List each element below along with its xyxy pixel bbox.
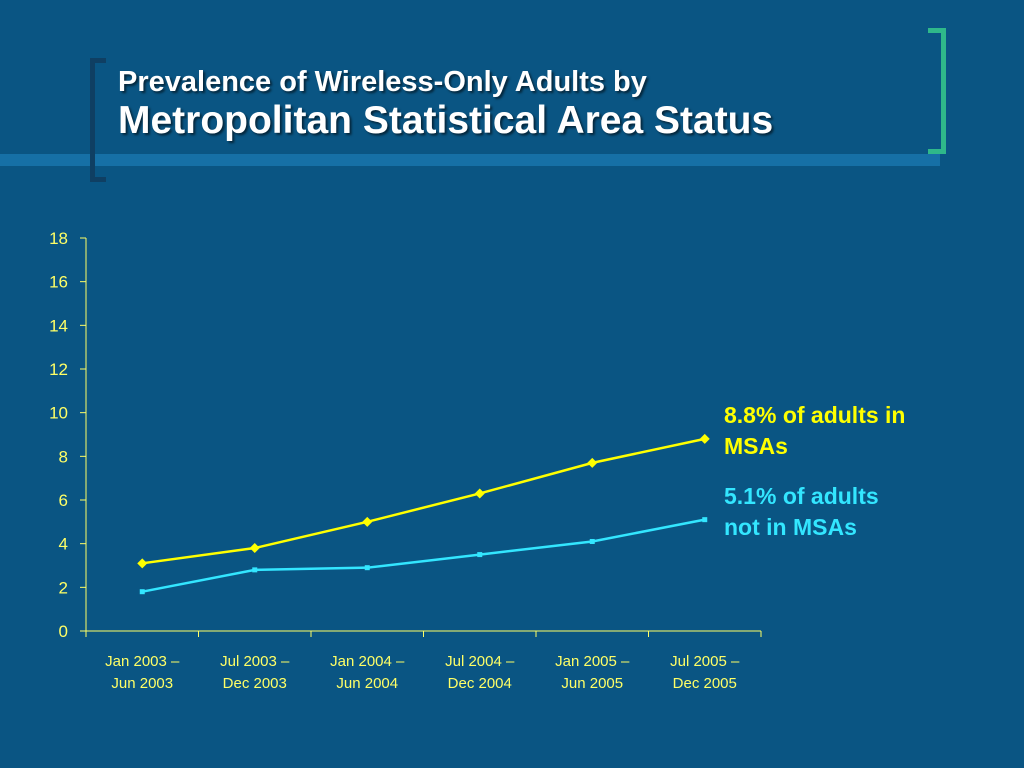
- data-point-diamond: [587, 457, 598, 468]
- slide-title: Prevalence of Wireless-Only Adults by Me…: [118, 66, 773, 144]
- annotation-non-msa-line2: not in MSAs: [724, 514, 857, 540]
- annotation-msa: 8.8% of adults in MSAs: [724, 400, 964, 462]
- annotation-msa-line1: 8.8% of adults in: [724, 402, 906, 428]
- y-tick-label: 12: [49, 360, 68, 379]
- x-category-label: Jan 2003 –: [105, 653, 180, 670]
- y-tick-label: 16: [49, 273, 68, 292]
- data-point-square: [702, 517, 708, 523]
- y-tick-label: 10: [49, 404, 68, 423]
- x-category-label: Jun 2003: [111, 675, 173, 692]
- data-point-square: [139, 589, 145, 595]
- x-category-label: Dec 2004: [448, 675, 512, 692]
- annotation-msa-line2: MSAs: [724, 433, 788, 459]
- y-tick-label: 4: [59, 535, 68, 554]
- data-point-diamond: [249, 543, 260, 554]
- data-point-square: [589, 538, 595, 544]
- y-tick-label: 0: [59, 622, 68, 641]
- y-tick-label: 14: [49, 316, 68, 335]
- data-point-square: [477, 552, 483, 558]
- data-point-square: [364, 565, 370, 571]
- data-point-diamond: [137, 558, 148, 569]
- x-category-label: Jun 2004: [336, 675, 398, 692]
- y-tick-label: 2: [59, 578, 68, 597]
- y-tick-label: 18: [49, 229, 68, 248]
- y-tick-label: 6: [59, 491, 68, 510]
- x-category-label: Jun 2005: [561, 675, 623, 692]
- series-line-1: [142, 518, 705, 593]
- data-point-diamond: [362, 516, 373, 527]
- series-line-0: [142, 437, 706, 565]
- x-category-label: Jan 2004 –: [330, 653, 405, 670]
- title-underline-bar: [0, 154, 940, 166]
- annotation-non-msa: 5.1% of adults not in MSAs: [724, 481, 964, 543]
- data-point-square: [252, 567, 258, 573]
- title-line-2: Metropolitan Statistical Area Status: [118, 99, 774, 142]
- y-tick-label: 8: [59, 447, 68, 466]
- title-line-1: Prevalence of Wireless-Only Adults by: [118, 66, 647, 98]
- right-bracket-decoration: [928, 28, 946, 154]
- x-category-label: Jul 2005 –: [670, 653, 740, 670]
- x-category-label: Jul 2004 –: [445, 653, 515, 670]
- x-category-label: Jan 2005 –: [555, 653, 630, 670]
- left-bracket-decoration: [90, 58, 106, 182]
- data-point-diamond: [699, 433, 710, 444]
- x-category-label: Dec 2003: [223, 675, 287, 692]
- x-category-label: Dec 2005: [673, 675, 737, 692]
- annotation-non-msa-line1: 5.1% of adults: [724, 483, 879, 509]
- data-point-diamond: [474, 488, 485, 499]
- x-category-label: Jul 2003 –: [220, 653, 290, 670]
